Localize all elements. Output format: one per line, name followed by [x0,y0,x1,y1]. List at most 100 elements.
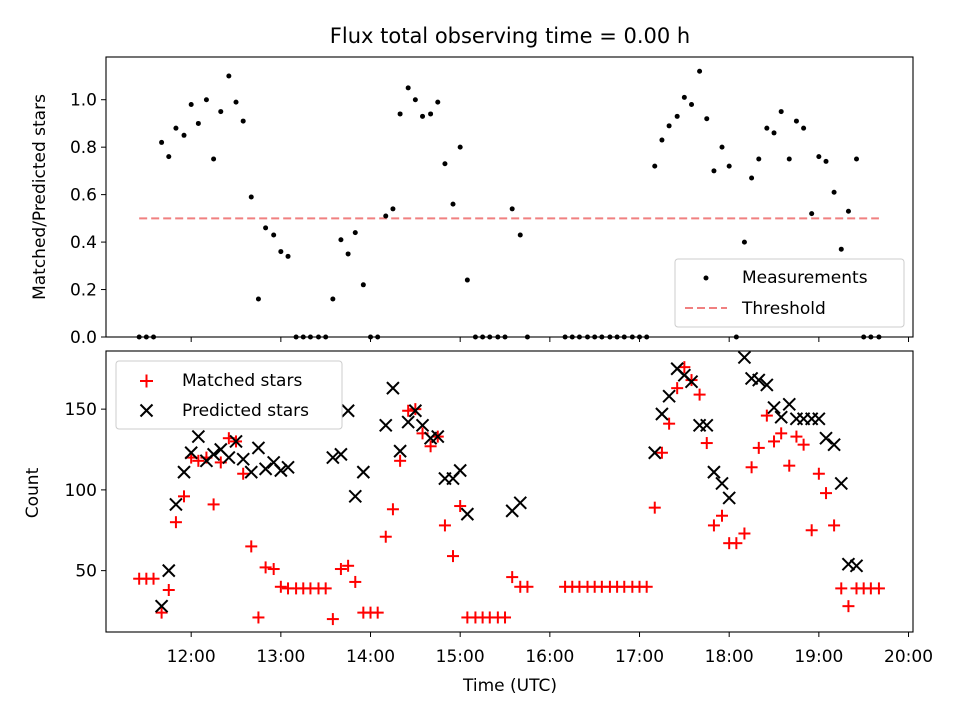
matched-star-point [716,509,729,522]
predicted-star-point [177,465,191,479]
measurement-point [450,201,456,207]
predicted-star-point [684,374,699,389]
measurement-point [338,237,344,243]
matched-star-point [872,582,885,595]
matched-star-point [685,374,698,387]
top-y-axis-label: Matched/Predicted stars [30,94,50,300]
top-panel: Flux total observing time = 0.00 h Match… [30,24,914,348]
top-chart-title: Flux total observing time = 0.00 h [330,24,690,48]
top-plot-area: 0.0 0.2 0.4 0.6 0.8 1.0 [70,68,910,348]
bottom-y-tick-label: 50 [75,562,97,582]
measurement-point [517,232,523,238]
measurement-point [681,94,687,100]
predicted-star-point [767,400,781,415]
measurement-point [749,175,755,181]
predicted-star-point [184,446,198,460]
top-legend-box [674,258,905,328]
measurement-point [248,194,254,200]
bottom-x-tick-label: 18:00 [705,647,754,667]
legend-measurements-marker [703,275,709,281]
measurement-point [420,113,426,119]
measurement-point [666,123,672,129]
matched-star-point [394,454,407,467]
measurement-point [435,99,441,105]
matched-star-point [252,611,265,624]
matched-star-point [259,561,272,574]
matched-star-point [155,606,168,619]
measurement-point [778,109,784,115]
measurement-point [330,296,336,302]
predicted-star-point [819,431,833,445]
measurement-point [412,97,418,103]
matched-star-point [424,440,437,453]
measurement-point [271,232,277,238]
bottom-y-tick-label: 100 [65,481,97,501]
measurement-point [352,230,358,236]
predicted-star-point [737,350,752,365]
measurement-point [771,130,777,136]
predicted-star-point [326,450,340,465]
matched-star-point [454,500,467,513]
top-y-tick-label: 1.0 [70,91,97,111]
measurement-point [255,296,261,302]
top-y-tick-label: 0.4 [70,233,97,253]
predicted-star-point [191,429,206,444]
measurement-point [203,97,209,103]
bottom-plot-area: 50 100 150 12:00 13:00 14:00 15:00 16:00 17:00 18… [65,350,933,667]
predicted-star-point [236,452,250,466]
matched-star-point [707,519,720,532]
predicted-star-point [415,418,430,432]
predicted-star-point [386,381,400,395]
matched-star-point [371,606,384,619]
legend-threshold-label: Threshold [741,299,826,319]
measurement-point [405,85,411,91]
measurement-point [838,246,844,252]
measurement-point [442,161,448,167]
predicted-star-point [431,429,445,444]
measurement-point [383,213,389,219]
measurement-point [674,113,680,119]
measurement-point [509,206,515,212]
matched-star-point [447,550,460,563]
measurement-point [390,206,396,212]
measurement-point [741,239,747,245]
bottom-plot-frame [105,350,914,633]
bottom-x-tick-label: 20:00 [884,647,933,667]
matched-star-point [169,516,182,529]
matched-star-point [334,563,347,576]
matched-star-point [274,580,287,593]
measurement-point [173,125,179,131]
predicted-star-point [834,476,848,491]
predicted-star-point [169,497,183,512]
legend-matched-marker [140,374,153,388]
measurement-point [816,154,822,160]
predicted-star-point [662,389,676,403]
predicted-star-point [379,418,393,432]
measurement-point [195,120,201,126]
measurement-point [809,211,815,217]
bottom-y-tick-label: 150 [65,400,97,420]
matched-star-point [409,403,422,416]
measurement-point [159,139,165,145]
matched-star-point [805,524,818,537]
measurement-point [428,111,434,117]
measurement-point [711,168,717,174]
matched-star-point [245,540,258,553]
matched-star-point [693,388,706,401]
predicted-star-point [206,447,221,462]
matched-star-point [828,519,841,532]
matched-star-point [738,527,751,540]
measurement-point [285,253,291,259]
top-y-tick-label: 0.2 [70,281,97,301]
measurement-point [345,251,351,257]
bottom-x-tick-label: 15:00 [436,647,485,667]
matched-star-point [326,613,339,626]
predicted-star-point [841,557,856,571]
predicted-star-point [334,447,348,462]
measurement-point [764,125,770,131]
measurement-point [704,116,710,122]
matched-star-point [760,409,773,422]
measurement-point [360,282,366,288]
matched-star-point [752,441,765,454]
